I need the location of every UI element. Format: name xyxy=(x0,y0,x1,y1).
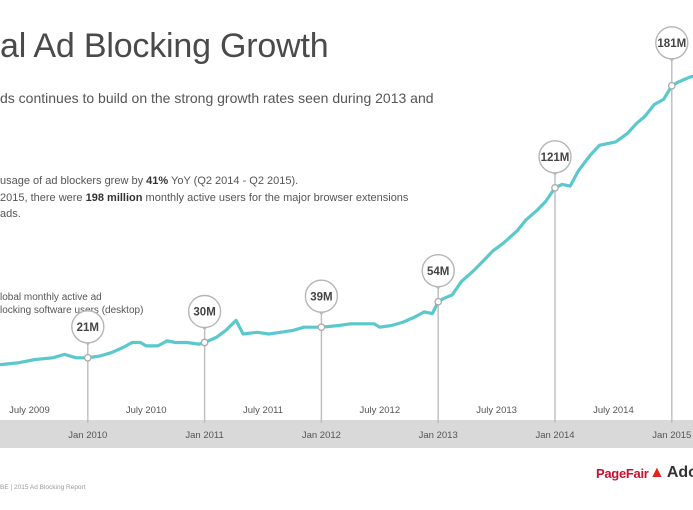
bullet-users: 2015, there were 198 million monthly act… xyxy=(0,192,408,204)
x-tick-label-lower: Jan 2015 xyxy=(652,430,691,441)
x-tick-label-lower: Jan 2011 xyxy=(185,430,223,441)
x-tick-label-lower: Jan 2010 xyxy=(68,430,107,441)
annotation-bubble xyxy=(71,310,105,344)
adobe-mark-icon: ▲ xyxy=(649,464,665,481)
bullet-ads: ads. xyxy=(0,208,21,220)
data-point-marker xyxy=(667,81,676,90)
annotation-bubble xyxy=(538,140,572,174)
annotation-bubble xyxy=(655,26,689,60)
x-tick-label-upper: July 2014 xyxy=(593,405,634,416)
x-tick-label-upper: July 2010 xyxy=(126,405,167,416)
adobe-logo-text: Ado xyxy=(666,464,693,481)
page-subtitle: ds continues to build on the strong grow… xyxy=(0,90,434,106)
adobe-logo: ▲Ado xyxy=(649,464,693,482)
data-point-marker xyxy=(200,338,209,347)
x-tick-label-upper: July 2012 xyxy=(359,405,400,416)
series-line-ad-block-users xyxy=(0,74,693,367)
x-tick-label-upper: July 2009 xyxy=(9,405,50,416)
bullet-ads-pre: ads. xyxy=(0,208,21,220)
footer-report-text: BE | 2015 Ad Blocking Report xyxy=(0,484,86,491)
bullet-growth: usage of ad blockers grew by 41% YoY (Q2… xyxy=(0,175,298,187)
annotation-label: 121M xyxy=(541,152,570,164)
x-axis-band xyxy=(0,420,693,448)
annotation-label: 181M xyxy=(657,38,686,50)
x-tick-label-lower: Jan 2012 xyxy=(302,430,341,441)
annotation-bubble xyxy=(421,254,455,288)
pagefair-logo: PageFair xyxy=(596,466,649,481)
x-tick-label-upper: July 2013 xyxy=(476,405,517,416)
annotation-bubble xyxy=(187,294,222,329)
x-tick-label-lower: Jan 2013 xyxy=(419,430,458,441)
bullet-growth-bold: 41% xyxy=(146,175,169,187)
page-title: al Ad Blocking Growth xyxy=(0,27,329,65)
series-note-line-2: locking software users (desktop) xyxy=(0,305,144,316)
annotation-label: 54M xyxy=(427,266,449,278)
series-note-line-1: lobal monthly active ad xyxy=(0,292,102,303)
bullet-users-post: monthly active users for the major brows… xyxy=(142,192,409,204)
data-point-marker xyxy=(317,323,326,332)
annotation-bubble xyxy=(304,279,339,313)
annotation-label: 30M xyxy=(193,307,215,319)
data-point-marker xyxy=(83,353,92,362)
x-tick-label-upper: July 2011 xyxy=(243,405,283,416)
data-point-marker xyxy=(434,297,443,306)
bullet-growth-pre: usage of ad blockers grew by xyxy=(0,175,147,187)
annotation-label: 39M xyxy=(310,291,332,303)
bullet-users-bold: 198 million xyxy=(85,192,143,204)
bullet-users-pre: 2015, there were xyxy=(0,192,86,204)
x-tick-label-lower: Jan 2014 xyxy=(535,430,574,441)
bullet-growth-post: YoY (Q2 2014 - Q2 2015). xyxy=(168,175,299,187)
annotation-label: 21M xyxy=(77,322,99,334)
data-point-marker xyxy=(551,183,559,192)
